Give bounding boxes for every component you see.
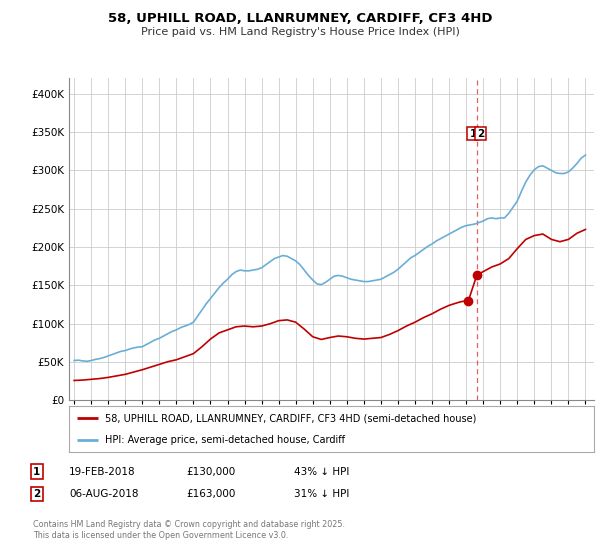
Text: 31% ↓ HPI: 31% ↓ HPI (294, 489, 349, 499)
Text: 2: 2 (477, 129, 484, 139)
Text: 19-FEB-2018: 19-FEB-2018 (69, 466, 136, 477)
Text: £130,000: £130,000 (186, 466, 235, 477)
Text: 43% ↓ HPI: 43% ↓ HPI (294, 466, 349, 477)
Text: 58, UPHILL ROAD, LLANRUMNEY, CARDIFF, CF3 4HD: 58, UPHILL ROAD, LLANRUMNEY, CARDIFF, CF… (108, 12, 492, 25)
Text: 06-AUG-2018: 06-AUG-2018 (69, 489, 139, 499)
Text: £163,000: £163,000 (186, 489, 235, 499)
Text: Price paid vs. HM Land Registry's House Price Index (HPI): Price paid vs. HM Land Registry's House … (140, 27, 460, 37)
Text: 1: 1 (33, 466, 40, 477)
Text: 2: 2 (33, 489, 40, 499)
Text: 58, UPHILL ROAD, LLANRUMNEY, CARDIFF, CF3 4HD (semi-detached house): 58, UPHILL ROAD, LLANRUMNEY, CARDIFF, CF… (105, 413, 476, 423)
Text: Contains HM Land Registry data © Crown copyright and database right 2025.
This d: Contains HM Land Registry data © Crown c… (33, 520, 345, 540)
Text: HPI: Average price, semi-detached house, Cardiff: HPI: Average price, semi-detached house,… (105, 435, 344, 445)
Text: 1: 1 (469, 129, 476, 139)
